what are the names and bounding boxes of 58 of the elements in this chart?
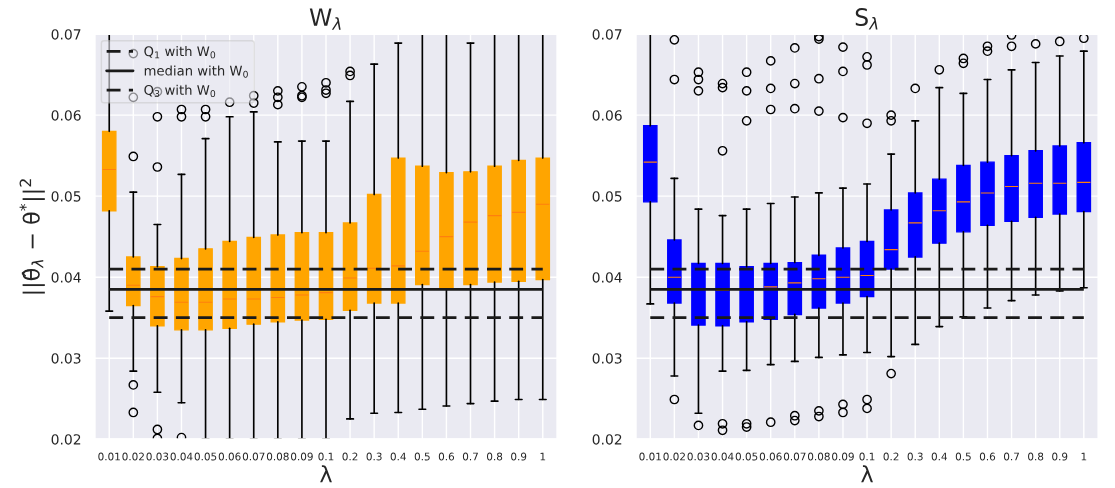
x-tick-label: 0.3 [907,452,923,461]
x-tick-label: 0.03 [146,452,169,461]
x-tick-label: 1 [540,452,546,461]
y-tick-label: 0.05 [51,191,81,202]
x-tick-label: 0.07 [783,452,806,461]
y-tick-label: 0.05 [592,191,622,202]
y-tick-label: 0.06 [51,110,81,121]
x-axis-title: λ [320,465,332,483]
x-tick-label: 0.5 [955,452,971,461]
x-tick-label: 0.1 [318,452,334,461]
y-tick-label: 0.02 [592,434,622,445]
y-tick-label: 0.04 [51,272,81,283]
y-tick-label: 0.02 [51,434,81,445]
x-tick-label: 0.09 [832,452,854,461]
x-tick-label: 0.08 [266,452,289,461]
y-tick-label: 0.03 [592,353,622,364]
y-axis-title: ||θ̂$_{λ}$ − θ$^{*}$||$^{2}$ [19,179,45,294]
x-tick-label: 0.7 [462,452,478,461]
x-tick-label: 0.09 [291,452,313,461]
x-tick-label: 0.8 [487,452,503,461]
x-tick-label: 0.06 [759,452,782,461]
x-tick-label: 0.01 [639,452,661,461]
x-tick-label: 0.1 [859,452,875,461]
x-tick-label: 0.9 [1052,452,1068,461]
x-tick-label: 0.4 [931,452,948,461]
x-tick-label: 0.05 [735,452,758,461]
legend-label: median with W$_{0}$ [144,65,248,78]
legend-label: Q$_{1}$ with W$_{0}$ [144,46,216,59]
y-tick-label: 0.07 [51,29,81,40]
x-tick-label: 0.2 [342,452,358,461]
x-tick-label: 0.08 [807,452,830,461]
x-tick-label: 0.02 [663,452,685,461]
legend-label: Q$_{3}$ with W$_{0}$ [144,84,216,98]
chart-title: W$_{λ}$ [309,8,341,30]
x-tick-label: 0.8 [1028,452,1044,461]
x-tick-label: 0.02 [122,452,144,461]
x-tick-label: 0.04 [711,452,734,461]
x-tick-label: 0.3 [366,452,382,461]
x-tick-label: 1 [1081,452,1087,461]
x-tick-label: 0.03 [687,452,710,461]
x-tick-label: 0.05 [194,452,217,461]
x-tick-label: 0.6 [438,452,455,461]
x-tick-label: 0.2 [883,452,899,461]
x-tick-label: 0.04 [170,452,193,461]
x-tick-label: 0.7 [1003,452,1019,461]
y-tick-label: 0.06 [592,110,622,121]
x-tick-label: 0.01 [98,452,120,461]
x-tick-label: 0.07 [242,452,265,461]
x-tick-label: 0.6 [979,452,996,461]
y-tick-label: 0.07 [592,29,622,40]
x-tick-label: 0.9 [511,452,527,461]
x-axis-title: λ [861,465,873,483]
y-tick-label: 0.04 [592,272,622,283]
x-tick-label: 0.06 [218,452,241,461]
y-tick-label: 0.03 [51,353,81,364]
x-tick-label: 0.5 [414,452,430,461]
x-tick-label: 0.4 [390,452,406,461]
chart-title: S$_{λ}$ [855,8,878,30]
